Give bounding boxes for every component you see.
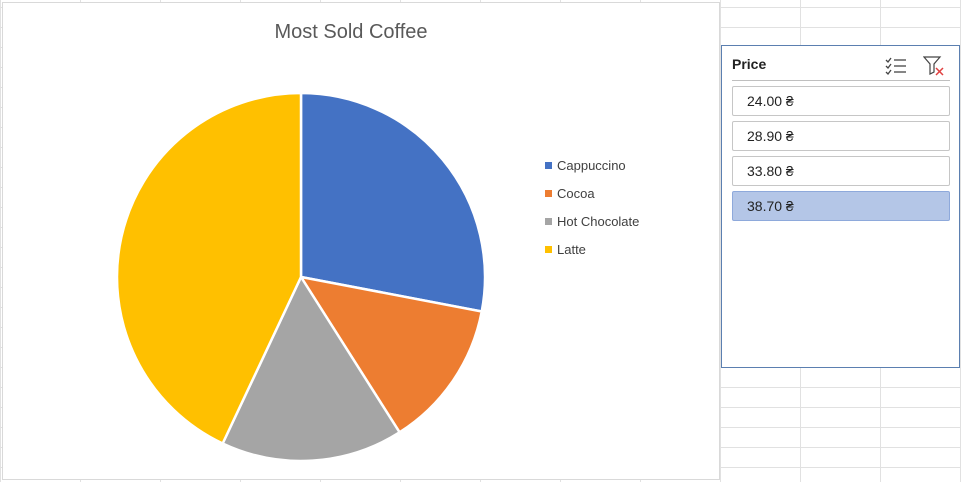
slicer-header: Price bbox=[732, 54, 950, 81]
clear-filter-icon[interactable] bbox=[922, 54, 946, 78]
multi-select-icon[interactable] bbox=[884, 54, 908, 78]
slicer-item[interactable]: 24.00 ₴ bbox=[732, 86, 950, 116]
slicer-item[interactable]: 28.90 ₴ bbox=[732, 121, 950, 151]
legend-label: Cocoa bbox=[557, 185, 595, 201]
pie-slice-cocoa[interactable] bbox=[298, 275, 484, 435]
legend-swatch bbox=[545, 189, 552, 197]
pie-slice-cappuccino[interactable] bbox=[299, 91, 487, 313]
chart-legend: Cappuccino Cocoa Hot Chocolate Latte bbox=[545, 151, 639, 263]
pie-slice-hot-chocolate[interactable] bbox=[220, 274, 402, 463]
slicer-item[interactable]: 38.70 ₴ bbox=[732, 191, 950, 221]
slicer-title: Price bbox=[732, 56, 767, 72]
pie-chart bbox=[115, 91, 487, 463]
legend-swatch bbox=[545, 217, 552, 225]
chart-area[interactable]: Most Sold Coffee Cappuccino Cocoa Hot Ch… bbox=[2, 2, 720, 480]
legend-item: Cocoa bbox=[545, 179, 639, 207]
pie-slice-latte[interactable] bbox=[115, 91, 303, 446]
legend-item: Cappuccino bbox=[545, 151, 639, 179]
legend-label: Hot Chocolate bbox=[557, 213, 640, 229]
legend-label: Cappuccino bbox=[557, 157, 626, 173]
legend-label: Latte bbox=[557, 241, 586, 257]
slicer-item[interactable]: 33.80 ₴ bbox=[732, 156, 950, 186]
chart-title: Most Sold Coffee bbox=[274, 21, 428, 43]
price-slicer[interactable]: Price 24.00 ₴ 28.90 ₴ 33.80 ₴ 38.70 ₴ bbox=[721, 45, 960, 368]
legend-item: Hot Chocolate bbox=[545, 207, 639, 235]
legend-item: Latte bbox=[545, 235, 639, 263]
slicer-items: 24.00 ₴ 28.90 ₴ 33.80 ₴ 38.70 ₴ bbox=[732, 86, 950, 226]
legend-swatch bbox=[545, 161, 552, 169]
legend-swatch bbox=[545, 245, 552, 253]
